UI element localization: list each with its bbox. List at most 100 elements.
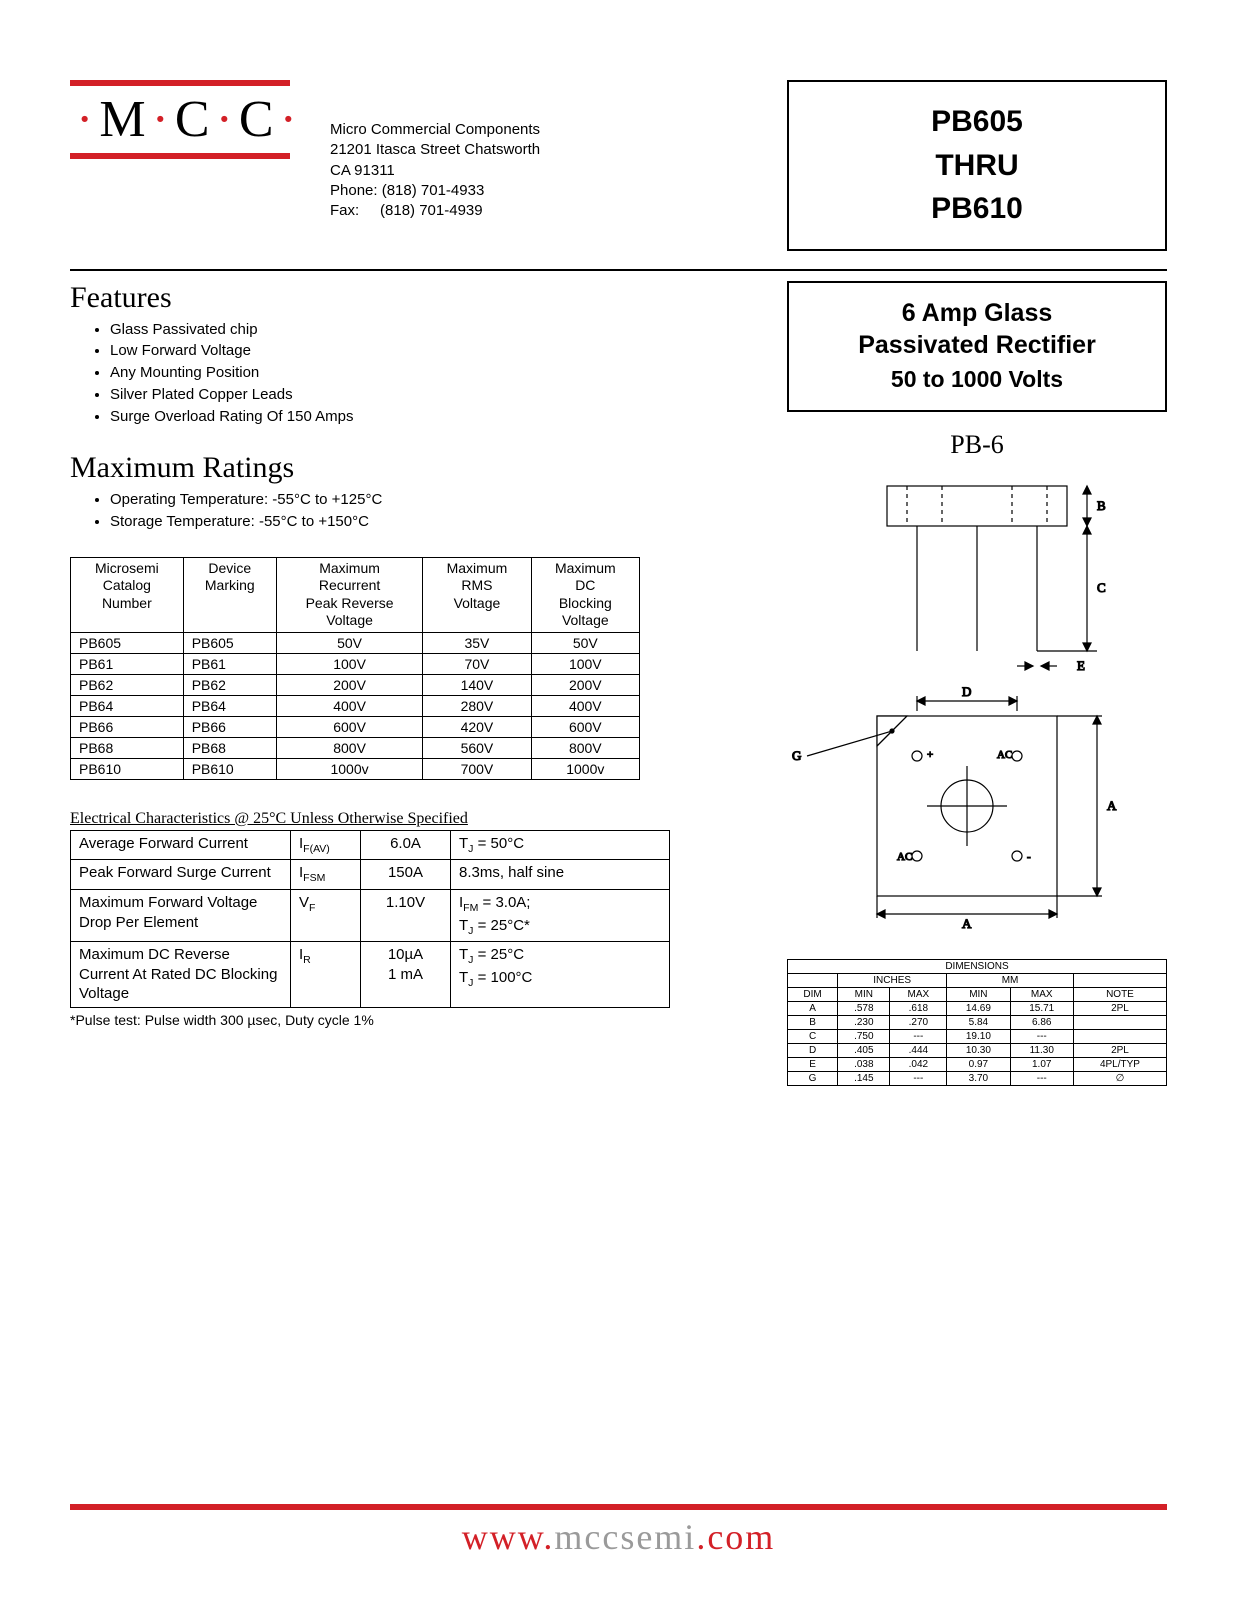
dims-cell: 6.86 [1010, 1016, 1073, 1030]
content-row: Features Glass Passivated chipLow Forwar… [70, 281, 1167, 1087]
ratings-cell: 50V [276, 632, 422, 653]
ratings-col-header: DeviceMarking [183, 557, 276, 632]
company-fax: Fax: (818) 701-4939 [330, 201, 747, 221]
ratings-cell: 280V [423, 695, 531, 716]
dims-cell: 15.71 [1010, 1002, 1073, 1016]
dims-cell: .578 [838, 1002, 890, 1016]
dims-cell: A [788, 1002, 838, 1016]
dims-col-header: MIN [838, 988, 890, 1002]
ratings-cell: 1000v [531, 758, 639, 779]
dims-cell: 14.69 [947, 1002, 1010, 1016]
title-l3: PB610 [809, 187, 1145, 231]
logo-bottom-bar [70, 153, 290, 159]
ratings-cell: PB64 [71, 695, 184, 716]
elec-condition: TJ = 50°C [451, 830, 670, 860]
elec-value: 10µA1 mA [361, 942, 451, 1008]
ratings-cell: 100V [276, 653, 422, 674]
dims-cell [1073, 1030, 1166, 1044]
elec-param: Peak Forward Surge Current [71, 860, 291, 890]
dims-cell: G [788, 1072, 838, 1086]
ratings-cell: PB62 [71, 674, 184, 695]
table-row: Maximum DC Reverse Current At Rated DC B… [71, 942, 670, 1008]
divider [70, 269, 1167, 271]
dims-cell: ∅ [1073, 1072, 1166, 1086]
elec-condition: 8.3ms, half sine [451, 860, 670, 890]
ratings-cell: PB68 [183, 737, 276, 758]
ratings-col-header: MaximumRecurrentPeak ReverseVoltage [276, 557, 422, 632]
dims-cell: 0.97 [947, 1058, 1010, 1072]
dims-cell: 10.30 [947, 1044, 1010, 1058]
table-row: Peak Forward Surge CurrentIFSM150A8.3ms,… [71, 860, 670, 890]
table-row: PB62PB62200V140V200V [71, 674, 640, 695]
elec-symbol: IF(AV) [291, 830, 361, 860]
footer-bar [70, 1504, 1167, 1510]
ratings-cell: 200V [276, 674, 422, 695]
dims-cell: 1.07 [1010, 1058, 1073, 1072]
dim-a-label-bottom: A [962, 916, 972, 931]
ratings-cell: 560V [423, 737, 531, 758]
ratings-cell: 420V [423, 716, 531, 737]
dims-col-header: NOTE [1073, 988, 1166, 1002]
dimensions-table: DIMENSIONS INCHES MM DIMMINMAXMINMAXNOTE… [787, 959, 1167, 1086]
company-phone: Phone: (818) 701-4933 [330, 181, 747, 201]
package-label: PB-6 [787, 430, 1167, 460]
ratings-cell: PB605 [71, 632, 184, 653]
table-row: C.750---19.10--- [788, 1030, 1167, 1044]
pin-ac1: AC [997, 749, 1012, 761]
feature-item: Surge Overload Rating Of 150 Amps [110, 406, 747, 428]
ratings-cell: PB605 [183, 632, 276, 653]
pin-plus: + [927, 749, 933, 761]
max-ratings-notes: Operating Temperature: -55°C to +125°CSt… [70, 489, 747, 533]
table-row: B.230.2705.846.86 [788, 1016, 1167, 1030]
dims-col-header: MAX [890, 988, 947, 1002]
ratings-cell: PB64 [183, 695, 276, 716]
ratings-cell: PB66 [183, 716, 276, 737]
dim-c-label: C [1097, 580, 1106, 595]
dims-mm: MM [947, 974, 1074, 988]
ratings-cell: 70V [423, 653, 531, 674]
ratings-cell: PB68 [71, 737, 184, 758]
ratings-cell: PB610 [71, 758, 184, 779]
product-description-box: 6 Amp Glass Passivated Rectifier 50 to 1… [787, 281, 1167, 413]
logo: ·M·C·C· [70, 80, 290, 251]
dims-cell: .042 [890, 1058, 947, 1072]
pin-ac2: AC [897, 851, 912, 863]
ratings-cell: PB62 [183, 674, 276, 695]
package-drawing: B C E [787, 466, 1167, 946]
subtitle-l2: Passivated Rectifier [799, 329, 1155, 362]
dims-cell: .038 [838, 1058, 890, 1072]
ratings-cell: 400V [531, 695, 639, 716]
ratings-cell: 35V [423, 632, 531, 653]
footer-url: www.mccsemi.com [70, 1516, 1167, 1558]
header-row: ·M·C·C· Micro Commercial Components 2120… [70, 80, 1167, 251]
dims-cell: --- [890, 1030, 947, 1044]
dims-cell [1073, 1016, 1166, 1030]
table-row: D.405.44410.3011.302PL [788, 1044, 1167, 1058]
elec-footnote: *Pulse test: Pulse width 300 µsec, Duty … [70, 1012, 747, 1028]
dims-cell: 3.70 [947, 1072, 1010, 1086]
ratings-cell: PB610 [183, 758, 276, 779]
dim-a-label-right: A [1107, 798, 1117, 813]
dims-cell: .145 [838, 1072, 890, 1086]
dims-cell: --- [890, 1072, 947, 1086]
dims-cell: 19.10 [947, 1030, 1010, 1044]
ratings-cell: 600V [531, 716, 639, 737]
elec-symbol: IFSM [291, 860, 361, 890]
table-row: Average Forward CurrentIF(AV)6.0ATJ = 50… [71, 830, 670, 860]
elec-symbol: IR [291, 942, 361, 1008]
dims-cell: --- [1010, 1030, 1073, 1044]
elec-symbol: VF [291, 890, 361, 942]
elec-condition: IFM = 3.0A;TJ = 25°C* [451, 890, 670, 942]
ratings-cell: PB61 [71, 653, 184, 674]
ratings-cell: 200V [531, 674, 639, 695]
table-row: E.038.0420.971.074PL/TYP [788, 1058, 1167, 1072]
ratings-col-header: MaximumRMSVoltage [423, 557, 531, 632]
ratings-cell: 140V [423, 674, 531, 695]
ratings-table: MicrosemiCatalogNumberDeviceMarkingMaxim… [70, 557, 640, 780]
dims-cell: .444 [890, 1044, 947, 1058]
dims-cell: .618 [890, 1002, 947, 1016]
dims-cell: .230 [838, 1016, 890, 1030]
dim-e-label: E [1077, 658, 1085, 673]
dims-cell: .750 [838, 1030, 890, 1044]
dims-cell: 2PL [1073, 1044, 1166, 1058]
